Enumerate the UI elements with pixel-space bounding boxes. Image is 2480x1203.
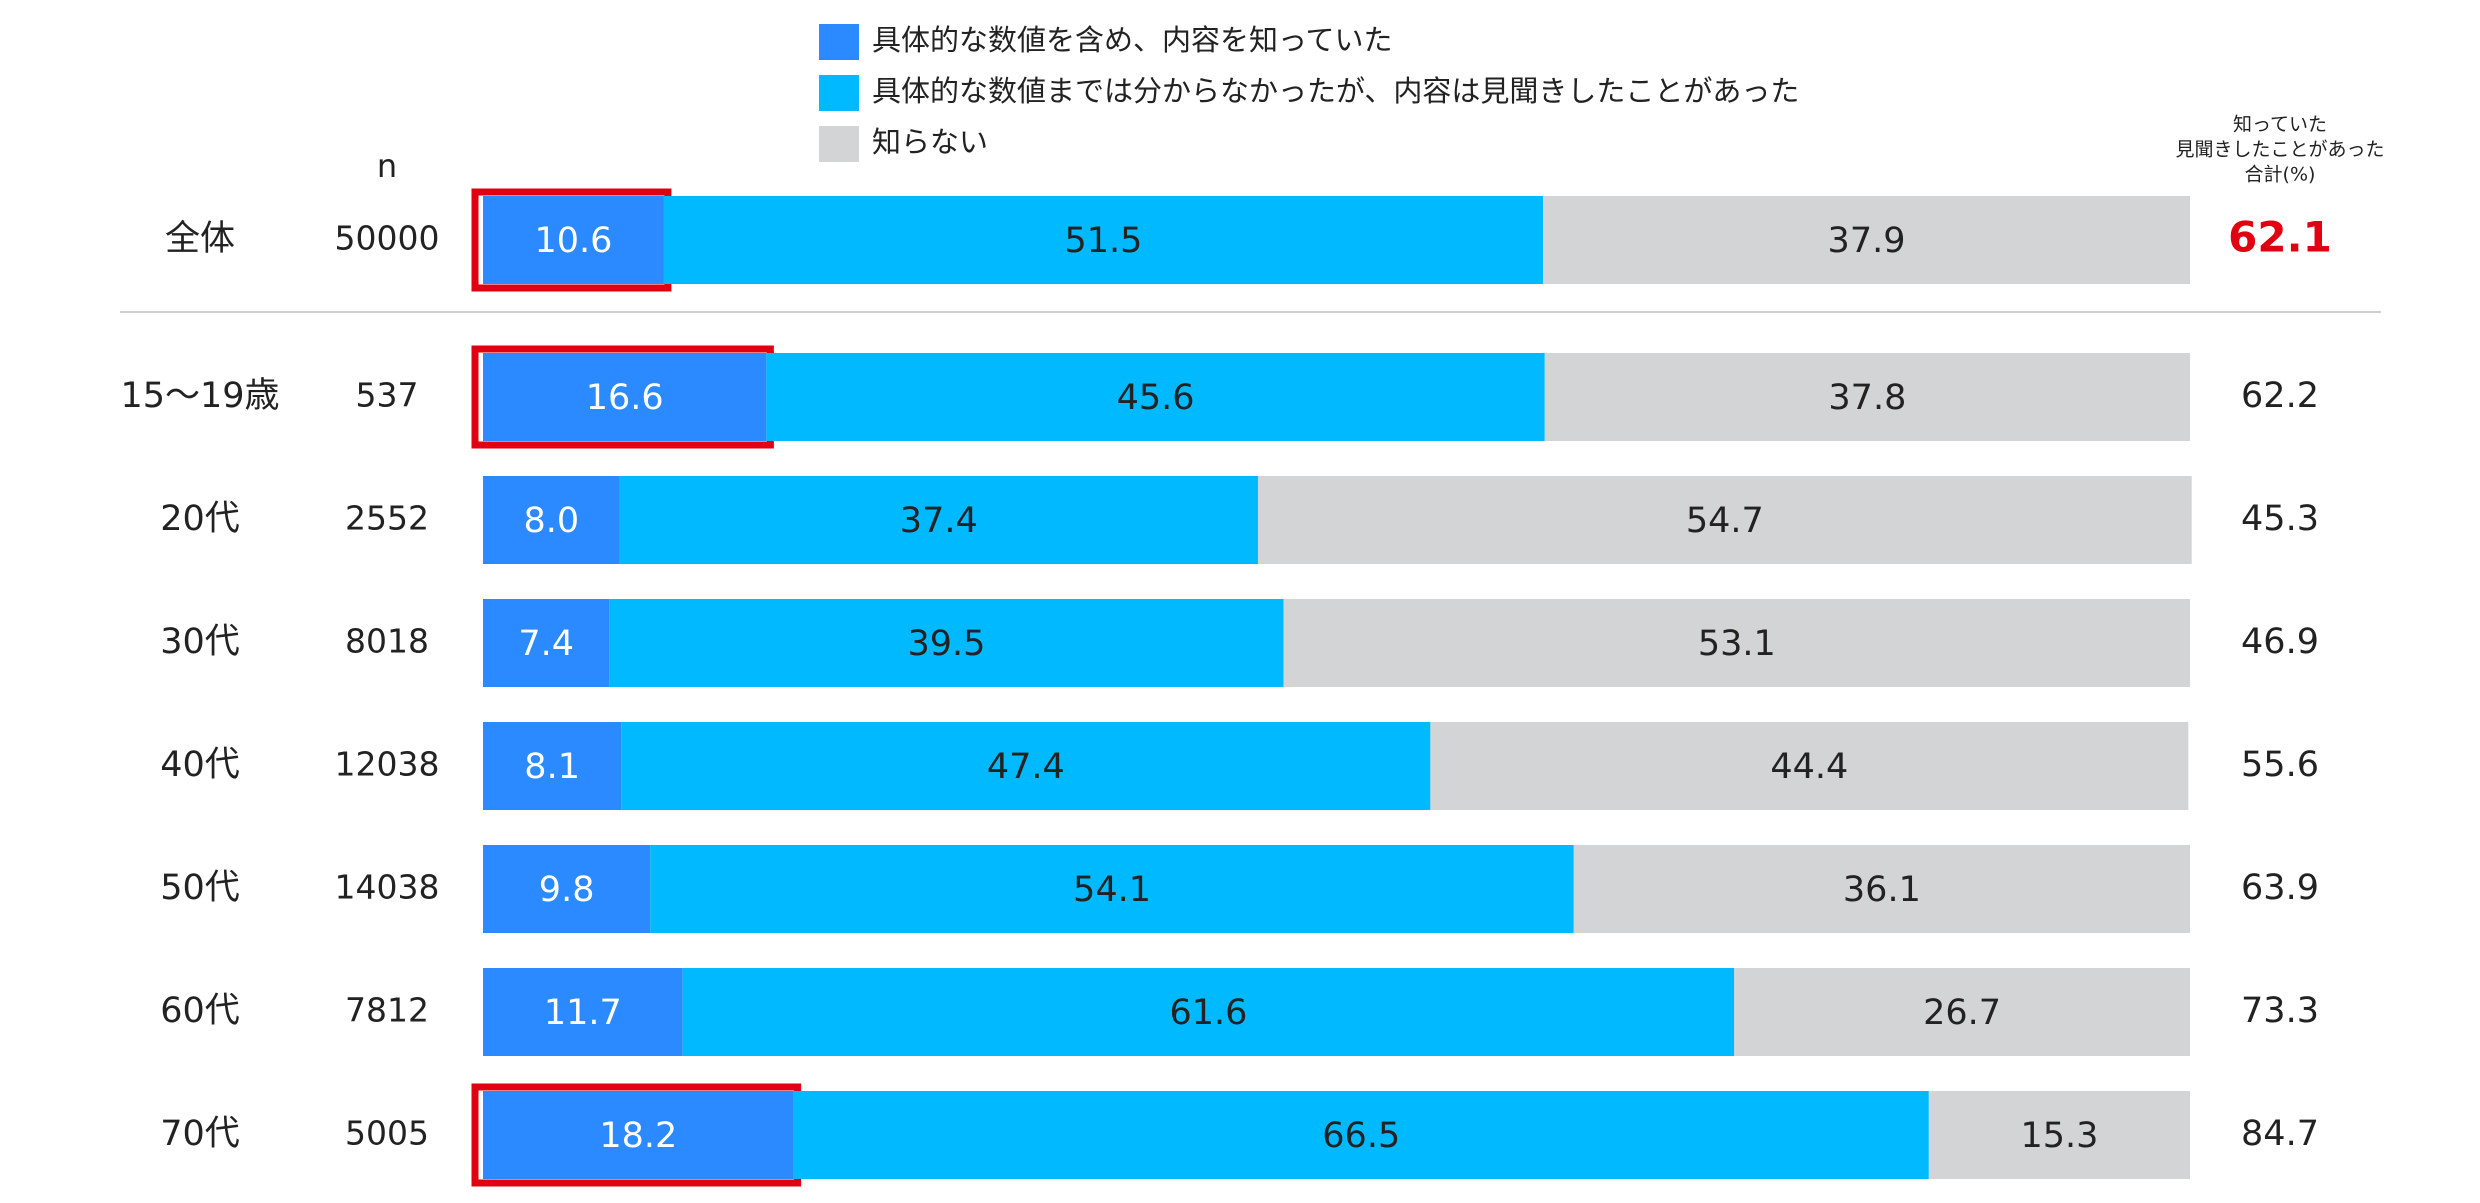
bar-segment [1430,722,2189,810]
bar-segment [483,476,620,564]
category-label: 40代 [160,745,240,785]
bar-segment [793,1091,1929,1179]
total-value: 55.6 [2241,745,2319,785]
value-label: 51.5 [1065,221,1143,261]
category-label: 30代 [160,622,240,662]
legend-swatch [819,75,859,111]
n-value: 2552 [345,499,429,538]
legend-label: 知らない [872,125,988,159]
n-header: n [377,147,397,185]
category-label: 50代 [160,868,240,908]
bar-segment [1544,353,2190,441]
n-value: 14038 [335,868,440,907]
total-header: 知っていた [2233,114,2327,136]
bar-segment [1543,196,2190,284]
bar-segment [609,599,1284,687]
bar-segment [619,476,1258,564]
legend-swatch [819,126,859,162]
legend-label: 具体的な数値を含め、内容を知っていた [872,23,1393,57]
total-value: 62.1 [2228,213,2332,262]
bar-segment [483,599,610,687]
value-label: 47.4 [987,747,1065,787]
value-label: 8.1 [524,747,580,787]
category-label: 全体 [165,219,235,259]
value-label: 54.7 [1686,501,1764,541]
bar-segment [1573,845,2190,933]
bar-segment [483,845,651,933]
value-label: 10.6 [535,221,613,261]
n-value: 7812 [345,991,429,1030]
bar-segment [650,845,1574,933]
value-label: 45.6 [1117,378,1195,418]
bar-segment [663,196,1544,284]
value-label: 37.4 [900,501,978,541]
bar-segment [1257,476,2192,564]
category-label: 60代 [160,991,240,1031]
total-value: 84.7 [2241,1114,2319,1154]
bar-segment [1734,968,2190,1056]
bar-segment [483,968,683,1056]
n-value: 5005 [345,1114,429,1153]
total-value: 62.2 [2241,376,2319,416]
value-label: 8.0 [523,501,579,541]
legend-label: 具体的な数値までは分からなかったが、内容は見聞きしたことがあった [872,74,1799,108]
value-label: 66.5 [1322,1116,1400,1156]
total-header: 合計(%) [2245,164,2316,186]
n-value: 50000 [335,219,440,258]
value-label: 16.6 [586,378,664,418]
value-label: 11.7 [544,993,622,1033]
value-label: 26.7 [1923,993,2001,1033]
value-label: 18.2 [599,1116,677,1156]
total-header: 見聞きしたことがあった [2175,139,2384,161]
bar-segment [483,196,664,284]
value-label: 37.9 [1828,221,1906,261]
value-label: 37.8 [1828,378,1906,418]
value-label: 44.4 [1770,747,1848,787]
bar-segment [483,353,767,441]
value-label: 7.4 [518,624,574,664]
total-value: 45.3 [2241,499,2319,539]
value-label: 61.6 [1170,993,1248,1033]
bar-segment [1283,599,2190,687]
category-label: 20代 [160,499,240,539]
value-label: 15.3 [2020,1116,2098,1156]
legend-swatch [819,24,859,60]
value-label: 53.1 [1698,624,1776,664]
total-value: 73.3 [2241,991,2319,1031]
value-label: 54.1 [1073,870,1151,910]
bar-segment [1928,1091,2190,1179]
bar-segment [621,722,1431,810]
n-value: 8018 [345,622,429,661]
bar-segment [483,1091,794,1179]
n-value: 12038 [335,745,440,784]
category-label: 15～19歳 [120,376,279,416]
bar-segment [766,353,1545,441]
n-value: 537 [356,376,419,415]
value-label: 9.8 [539,870,595,910]
bar-segment [483,722,622,810]
value-label: 36.1 [1843,870,1921,910]
bar-segment [682,968,1735,1056]
category-label: 70代 [160,1114,240,1154]
total-value: 63.9 [2241,868,2319,908]
total-value: 46.9 [2241,622,2319,662]
value-label: 39.5 [907,624,985,664]
